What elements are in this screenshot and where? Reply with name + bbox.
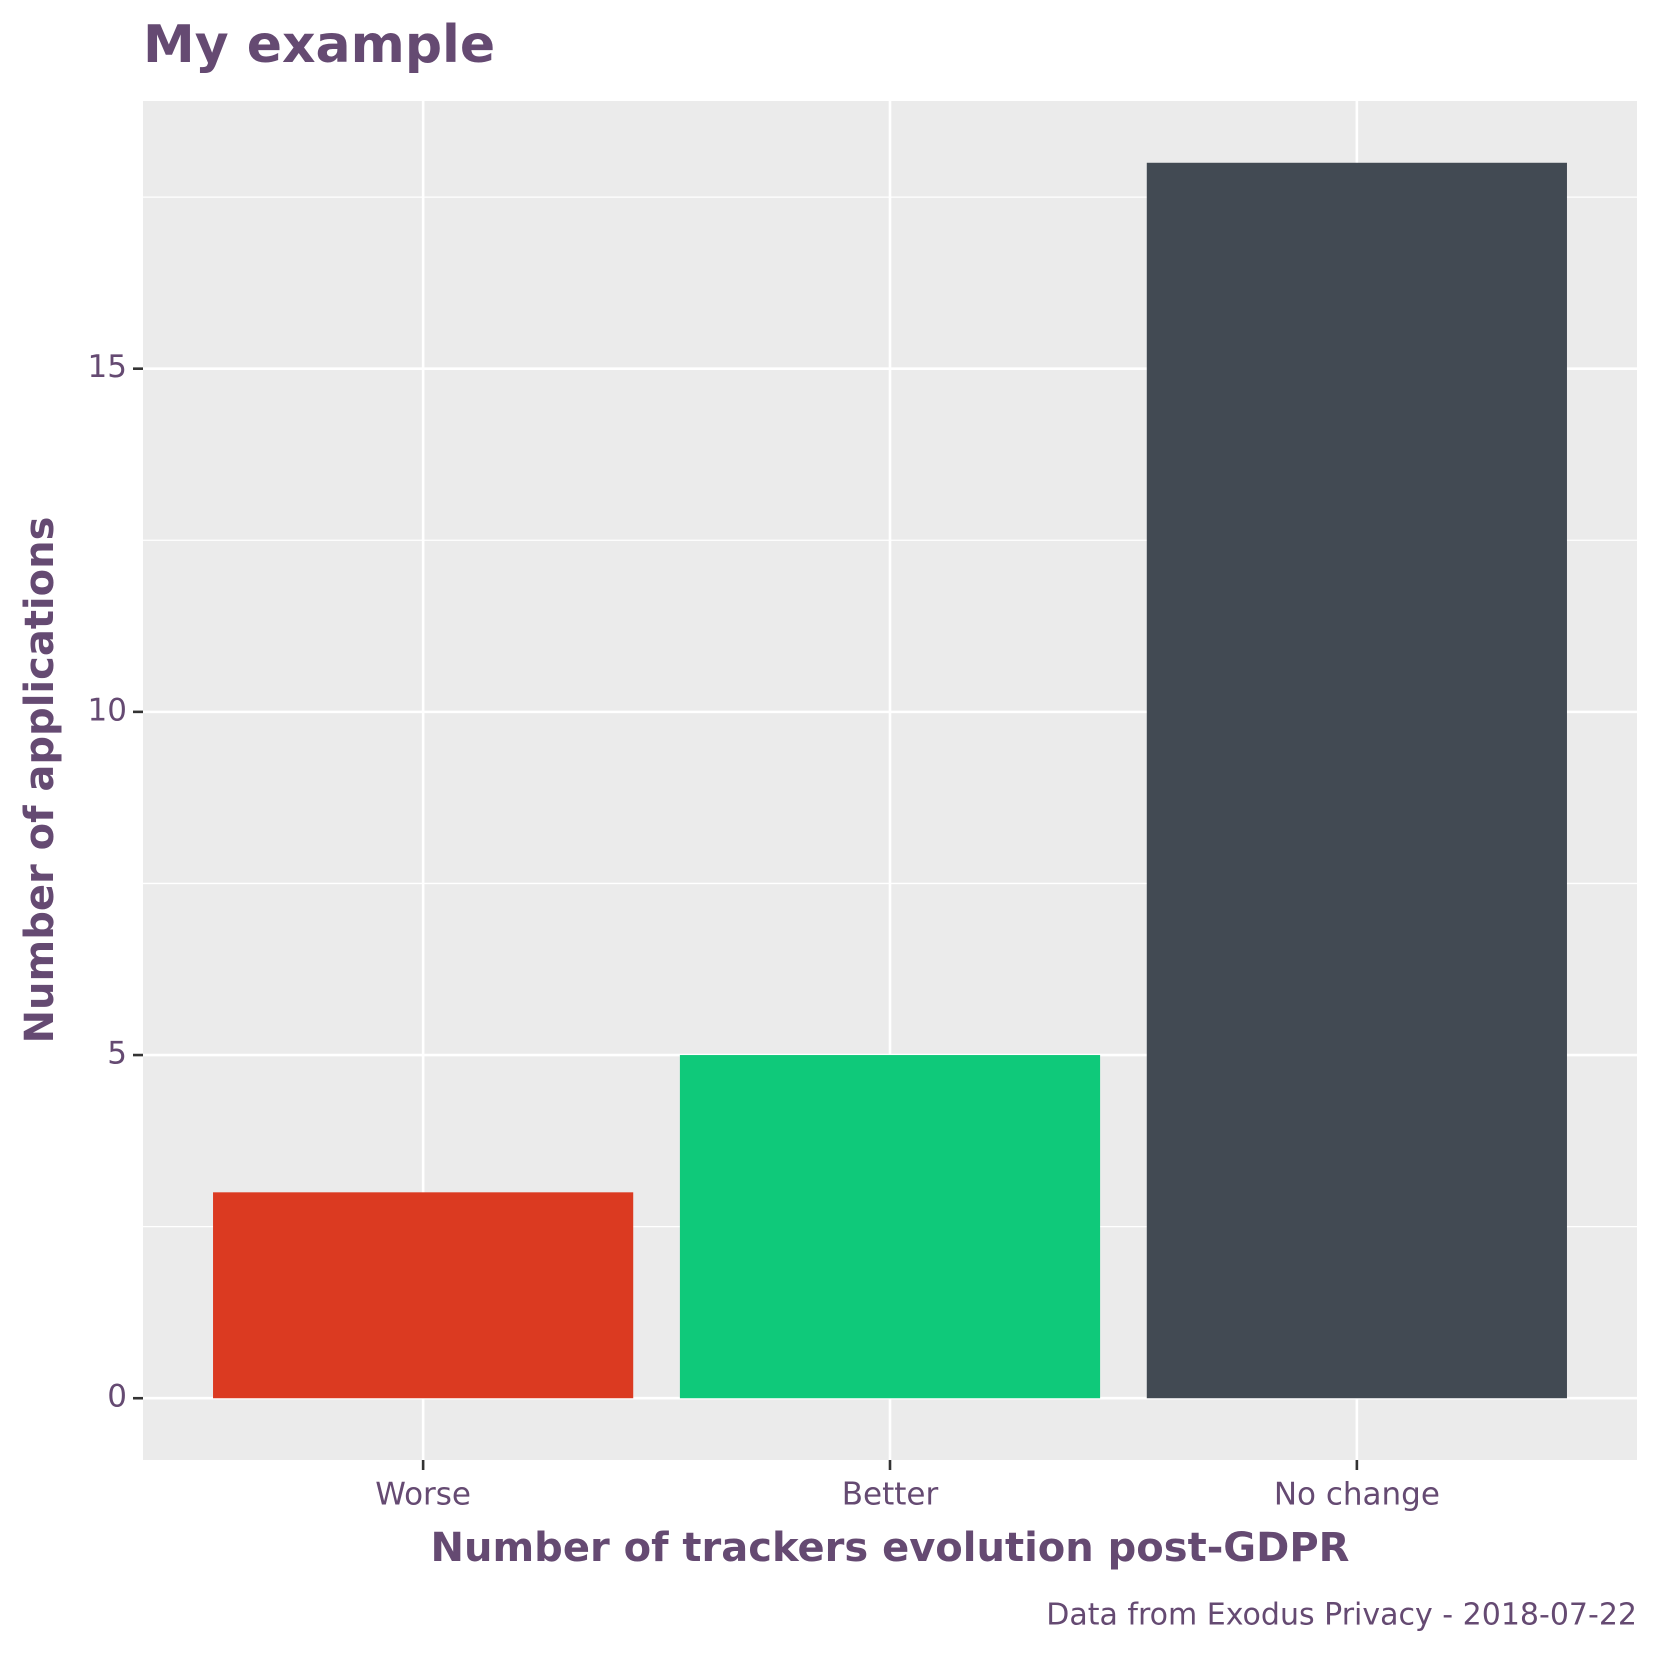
x-tick-label: Better (842, 1477, 939, 1513)
x-tick-label: Worse (375, 1477, 471, 1513)
marks (213, 162, 1567, 1399)
y-tick-label: 15 (88, 349, 127, 385)
y-tick-label: 5 (107, 1036, 127, 1072)
x-axis-label: Number of trackers evolution post-GDPR (431, 1525, 1350, 1571)
bar (1146, 162, 1567, 1399)
caption: Data from Exodus Privacy - 2018-07-22 (1046, 1598, 1637, 1633)
bar (679, 1055, 1101, 1399)
chart-title: My example (143, 15, 495, 75)
x-tick-label: No change (1274, 1477, 1440, 1513)
y-axis-label: Number of applications (17, 517, 63, 1044)
bar (213, 1192, 634, 1399)
y-tick-label: 10 (88, 692, 127, 728)
y-tick-label: 0 (107, 1379, 127, 1415)
